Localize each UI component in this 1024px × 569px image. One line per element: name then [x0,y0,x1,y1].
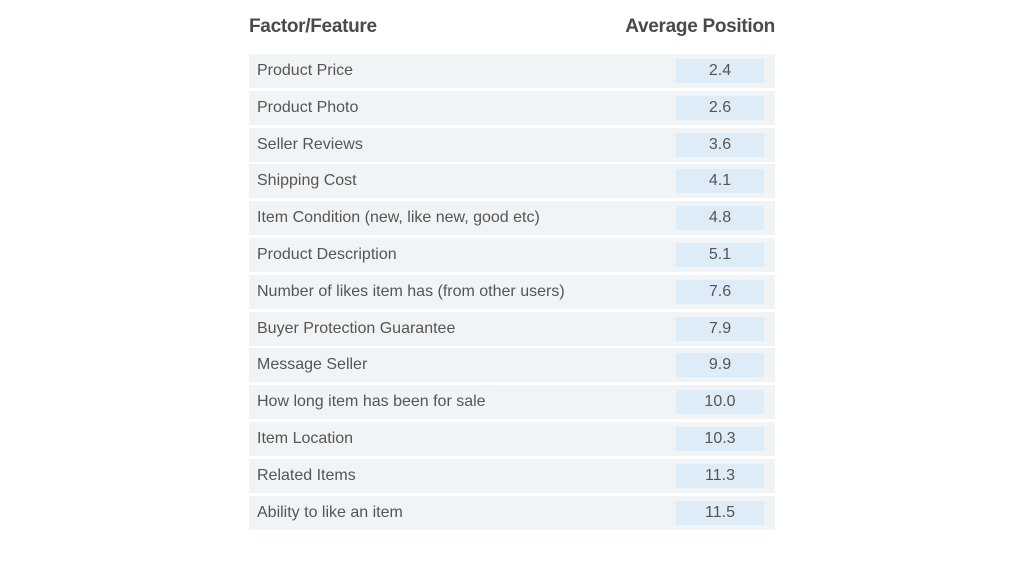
value-cell: 10.0 [676,390,764,415]
factor-label: Number of likes item has (from other use… [257,282,565,300]
average-position-value: 7.9 [708,319,732,337]
table-row: Related Items 11.3 [249,458,775,493]
value-cell: 11.3 [676,463,764,488]
table-row: Number of likes item has (from other use… [249,274,775,309]
table-row: Item Location 10.3 [249,421,775,456]
table-body: Product Price 2.4 Product Photo 2.6 Sell… [249,54,775,530]
factor-label: How long item has been for sale [257,393,486,411]
table-row: How long item has been for sale 10.0 [249,385,775,420]
average-position-value: 11.5 [705,503,735,521]
value-cell: 7.6 [676,279,764,304]
table-row: Shipping Cost 4.1 [249,164,775,199]
value-cell: 9.9 [676,353,764,378]
factor-label: Product Price [257,62,354,79]
value-cell: 10.3 [676,426,764,451]
value-cell: 3.6 [676,132,764,157]
average-position-value: 9.9 [708,356,732,374]
factor-label: Message Seller [257,356,368,374]
factor-label: Item Condition (new, like new, good etc) [257,209,540,227]
table-row: Product Description 5.1 [249,237,775,272]
average-position-value: 11.3 [705,466,735,484]
factor-label: Product Description [257,245,397,263]
table-row: Product Photo 2.6 [249,90,775,125]
value-cell: 5.1 [676,242,764,267]
value-cell: 11.5 [676,500,764,525]
average-position-value: 4.8 [708,209,732,227]
factor-label: Shipping Cost [257,172,357,190]
column-header-average-position: Average Position [625,16,775,37]
average-position-value: 4.1 [708,172,732,190]
factor-label: Seller Reviews [257,135,363,153]
table-header: Factor/Feature Average Position [249,14,775,44]
factor-label: Product Photo [257,98,359,116]
value-cell: 7.9 [676,316,764,341]
factor-label: Ability to like an item [257,503,403,521]
table-row: Product Price 2.4 [249,54,775,88]
factor-label: Buyer Protection Guarantee [257,319,456,337]
table-row: Seller Reviews 3.6 [249,127,775,162]
table-row: Buyer Protection Guarantee 7.9 [249,311,775,346]
value-cell: 4.1 [676,169,764,194]
average-position-value: 2.4 [708,62,732,79]
average-position-value: 2.6 [708,98,732,116]
column-header-factor: Factor/Feature [249,16,377,37]
value-cell: 2.4 [676,59,764,83]
average-position-value: 5.1 [708,245,732,263]
average-position-value: 10.3 [704,429,736,447]
average-position-value: 7.6 [708,282,732,300]
value-cell: 2.6 [676,95,764,120]
table-row: Item Condition (new, like new, good etc)… [249,201,775,236]
average-position-value: 10.0 [704,393,736,411]
table-row: Ability to like an item 11.5 [249,495,775,530]
table-row: Message Seller 9.9 [249,348,775,383]
factor-label: Related Items [257,466,356,484]
average-position-value: 3.6 [708,135,732,153]
ranking-table: Factor/Feature Average Position Product … [249,14,775,532]
factor-label: Item Location [257,429,354,447]
value-cell: 4.8 [676,206,764,231]
